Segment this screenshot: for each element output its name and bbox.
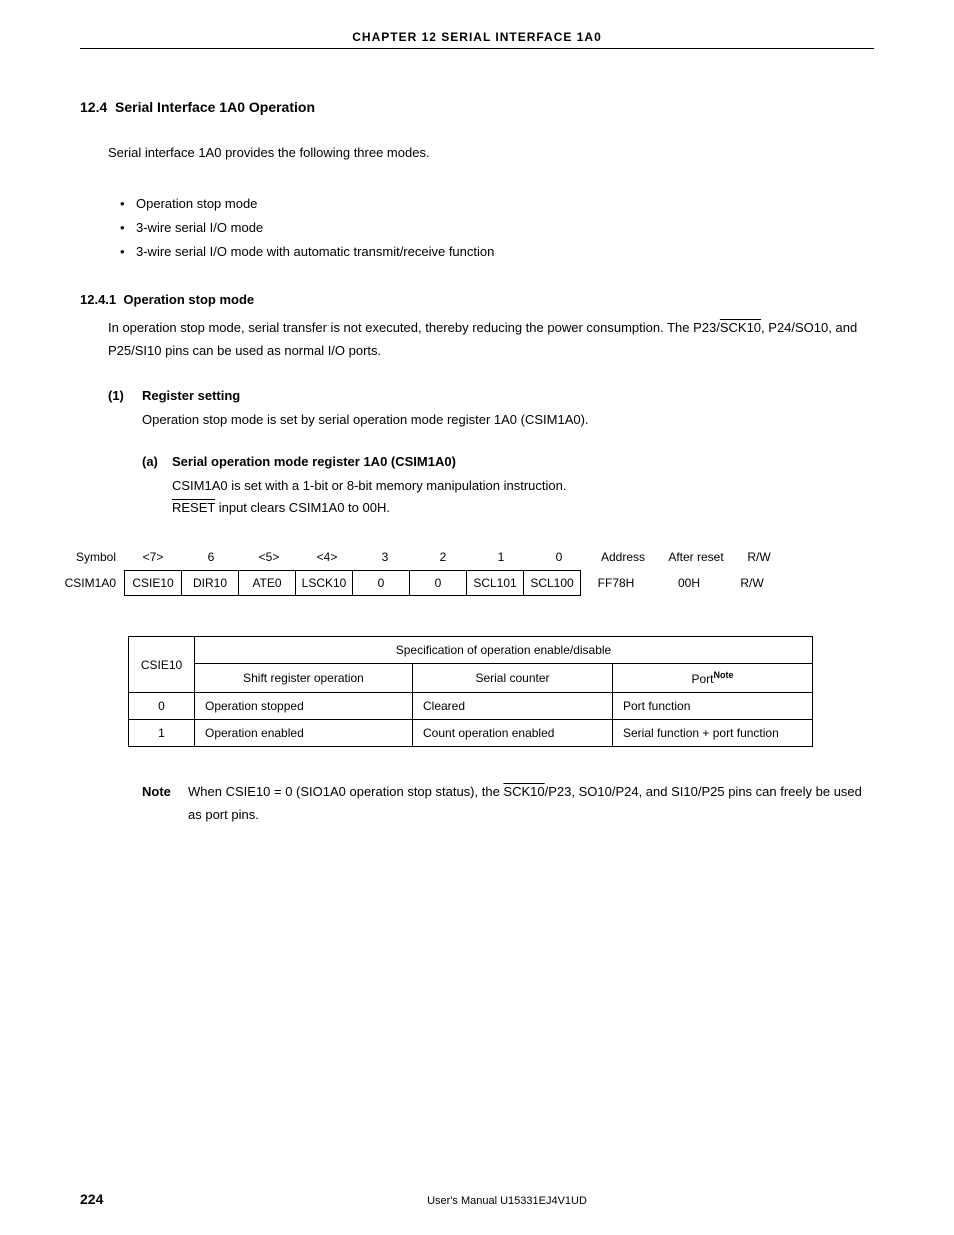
table-row: Shift register operation Serial counter …: [129, 664, 813, 693]
cell: Serial function + port function: [613, 720, 813, 747]
list-item: •3-wire serial I/O mode: [120, 216, 874, 240]
col-c-note: Note: [714, 670, 734, 680]
register-diagram: Symbol <7> 6 <5> <4> 3 2 1 0 Address Aft…: [52, 550, 874, 596]
col-header: PortNote: [613, 664, 813, 693]
cell: Operation stopped: [195, 693, 413, 720]
letter-label: (a): [142, 454, 172, 469]
col-header: Shift register operation: [195, 664, 413, 693]
note-pre: When CSIE10 = 0 (SIO1A0 operation stop s…: [188, 784, 503, 799]
letter-line1: CSIM1A0 is set with a 1-bit or 8-bit mem…: [172, 475, 874, 498]
bit-cell: DIR10: [181, 570, 239, 596]
bit-header: 0: [530, 550, 588, 564]
symbol-label: Symbol: [52, 550, 124, 564]
note-text: When CSIE10 = 0 (SIO1A0 operation stop s…: [188, 781, 874, 827]
rw-value: R/W: [727, 576, 777, 590]
bullet-icon: •: [120, 240, 136, 264]
bit-header: 2: [414, 550, 472, 564]
rw-label: R/W: [734, 550, 784, 564]
section-title: 12.4 Serial Interface 1A0 Operation: [80, 99, 874, 115]
overline-signal: SCK10: [503, 784, 544, 799]
cell: Cleared: [413, 693, 613, 720]
subsection-body: In operation stop mode, serial transfer …: [108, 317, 874, 363]
cell: Port function: [613, 693, 813, 720]
bit-cell: SCL101: [466, 570, 524, 596]
body-pre: In operation stop mode, serial transfer …: [108, 320, 720, 335]
address-label: Address: [588, 550, 658, 564]
table-row: 0 Operation stopped Cleared Port functio…: [129, 693, 813, 720]
overline-signal: SCK10: [720, 320, 761, 335]
letter-title: Serial operation mode register 1A0 (CSIM…: [172, 454, 456, 469]
bit-header: 6: [182, 550, 240, 564]
cell: Operation enabled: [195, 720, 413, 747]
note-label: Note: [142, 781, 188, 827]
section-heading: Serial Interface 1A0 Operation: [115, 99, 315, 115]
section-intro: Serial interface 1A0 provides the follow…: [108, 143, 874, 164]
col-header: Serial counter: [413, 664, 613, 693]
section-number: 12.4: [80, 99, 107, 115]
after-reset-value: 00H: [651, 576, 727, 590]
bit-cell: CSIE10: [124, 570, 182, 596]
bullet-text: Operation stop mode: [136, 192, 257, 216]
numbered-item: (1) Register setting: [108, 388, 874, 403]
table-row: CSIE10 Specification of operation enable…: [129, 637, 813, 664]
item-number: (1): [108, 388, 142, 403]
bit-cell: ATE0: [238, 570, 296, 596]
overline-signal: RESET: [172, 500, 215, 515]
bit-cell: SCL100: [523, 570, 581, 596]
bit-header: <7>: [124, 550, 182, 564]
key-header: CSIE10: [129, 637, 195, 693]
subsection-heading: Operation stop mode: [123, 292, 254, 307]
bullet-text: 3-wire serial I/O mode with automatic tr…: [136, 240, 494, 264]
register-header-row: Symbol <7> 6 <5> <4> 3 2 1 0 Address Aft…: [52, 550, 874, 564]
page-footer: 224 User's Manual U15331EJ4V1UD: [80, 1191, 874, 1207]
table-row: 1 Operation enabled Count operation enab…: [129, 720, 813, 747]
subsection-number: 12.4.1: [80, 292, 116, 307]
letter-line2: RESET input clears CSIM1A0 to 00H.: [172, 497, 874, 520]
cell-key: 0: [129, 693, 195, 720]
span-header: Specification of operation enable/disabl…: [195, 637, 813, 664]
page-number: 224: [80, 1191, 140, 1207]
page: CHAPTER 12 SERIAL INTERFACE 1A0 12.4 Ser…: [0, 0, 954, 1235]
line2-post: input clears CSIM1A0 to 00H.: [215, 500, 390, 515]
address-value: FF78H: [581, 576, 651, 590]
cell-key: 1: [129, 720, 195, 747]
bit-cell: LSCK10: [295, 570, 353, 596]
letter-body: CSIM1A0 is set with a 1-bit or 8-bit mem…: [172, 475, 874, 521]
bit-cell: 0: [409, 570, 467, 596]
list-item: •Operation stop mode: [120, 192, 874, 216]
bullet-text: 3-wire serial I/O mode: [136, 216, 263, 240]
bit-header: 3: [356, 550, 414, 564]
register-name: CSIM1A0: [52, 576, 124, 590]
footer-text: User's Manual U15331EJ4V1UD: [140, 1195, 874, 1207]
item-body: Operation stop mode is set by serial ope…: [142, 409, 874, 431]
bit-header: 1: [472, 550, 530, 564]
bullet-icon: •: [120, 192, 136, 216]
chapter-header: CHAPTER 12 SERIAL INTERFACE 1A0: [80, 30, 874, 49]
item-title: Register setting: [142, 388, 240, 403]
subsection-title: 12.4.1 Operation stop mode: [80, 292, 874, 307]
note-block: Note When CSIE10 = 0 (SIO1A0 operation s…: [142, 781, 874, 827]
list-item: •3-wire serial I/O mode with automatic t…: [120, 240, 874, 264]
spec-table: CSIE10 Specification of operation enable…: [128, 636, 813, 747]
bit-header: <5>: [240, 550, 298, 564]
col-c-main: Port: [691, 672, 713, 686]
bullet-list: •Operation stop mode •3-wire serial I/O …: [120, 192, 874, 264]
after-reset-label: After reset: [658, 550, 734, 564]
bit-header: <4>: [298, 550, 356, 564]
bit-cell: 0: [352, 570, 410, 596]
lettered-item: (a) Serial operation mode register 1A0 (…: [142, 454, 874, 469]
cell: Count operation enabled: [413, 720, 613, 747]
bullet-icon: •: [120, 216, 136, 240]
register-data-row: CSIM1A0 CSIE10 DIR10 ATE0 LSCK10 0 0 SCL…: [52, 570, 874, 596]
